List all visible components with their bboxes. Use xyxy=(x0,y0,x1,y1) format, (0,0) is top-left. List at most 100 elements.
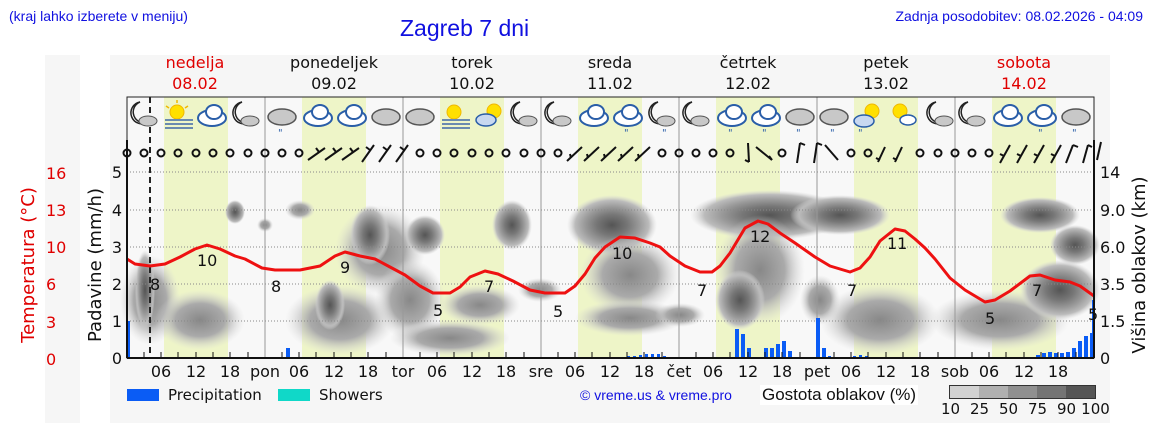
temperature-y-ticks: 16 13 10 6 3 0 xyxy=(46,164,66,369)
cloud-icon xyxy=(405,108,435,126)
sun-fog-icon xyxy=(165,100,193,129)
svg-text:7: 7 xyxy=(697,281,707,300)
x-tick-labels: 06 12 18 pon 06 12 18 tor 06 12 18 sre 0… xyxy=(151,362,1068,381)
temperature-axis-panel xyxy=(45,55,80,423)
temperature-line xyxy=(126,219,1095,304)
cloud-drizzle-icon: " xyxy=(267,108,297,139)
svg-text:7: 7 xyxy=(1032,281,1042,300)
svg-text:10: 10 xyxy=(46,238,66,257)
svg-text:18: 18 xyxy=(358,362,378,381)
svg-text:6.0: 6.0 xyxy=(1100,238,1125,257)
temperature-axis-label: Temperatura (°C) xyxy=(18,187,39,344)
day-header-0: nedelja 08.02 xyxy=(165,53,225,93)
svg-text:5: 5 xyxy=(985,309,995,328)
svg-text:0: 0 xyxy=(112,349,122,368)
svg-text:13: 13 xyxy=(46,201,66,220)
svg-text:": " xyxy=(830,128,835,139)
svg-text:9: 9 xyxy=(340,258,350,277)
legend-showers: Showers xyxy=(278,386,383,404)
svg-text:18: 18 xyxy=(634,362,654,381)
moon-cloud-icon xyxy=(926,101,954,127)
svg-text:": " xyxy=(662,128,667,139)
moon-cloud-drizzle-icon: " xyxy=(648,101,676,139)
svg-text:8: 8 xyxy=(271,277,281,296)
legend-precipitation: Precipitation xyxy=(127,386,262,404)
day-header-5: petek 13.02 xyxy=(863,53,909,93)
svg-text:7: 7 xyxy=(484,277,494,296)
svg-text:10: 10 xyxy=(197,251,217,270)
svg-text:5: 5 xyxy=(433,301,443,320)
x-ticks xyxy=(143,352,1077,358)
svg-text:pon: pon xyxy=(250,362,280,381)
cloud-drizzle-icon: " xyxy=(751,104,781,139)
day-header-3: sreda 11.02 xyxy=(587,53,633,93)
precipitation-swatch xyxy=(127,389,159,401)
svg-text:06: 06 xyxy=(841,362,861,381)
gridlines xyxy=(127,171,1094,322)
cloud-icon xyxy=(371,108,401,126)
svg-text:1.5: 1.5 xyxy=(1100,312,1125,331)
day-header-2: torek 10.02 xyxy=(449,53,495,93)
svg-text:12: 12 xyxy=(600,362,620,381)
cloud-drizzle-icon: " xyxy=(717,104,747,139)
cloud-icon xyxy=(303,104,333,127)
cloud-icon xyxy=(337,104,367,127)
copyright-link[interactable]: © vreme.us & vreme.pro xyxy=(580,387,732,403)
svg-text:18: 18 xyxy=(910,362,930,381)
svg-text:06: 06 xyxy=(427,362,447,381)
page-title: Zagreb 7 dni xyxy=(400,15,530,41)
moon-cloud-icon xyxy=(232,101,260,127)
svg-text:06: 06 xyxy=(565,362,585,381)
svg-text:11: 11 xyxy=(887,234,907,253)
svg-text:0: 0 xyxy=(1100,349,1110,368)
svg-text:12: 12 xyxy=(738,362,758,381)
moon-cloud-icon xyxy=(682,101,710,127)
cloud-icon xyxy=(579,104,609,127)
svg-text:čet: čet xyxy=(667,362,692,381)
cloud-density-scale-labels: 10 25 50 75 90 100 xyxy=(940,400,1110,418)
svg-text:12: 12 xyxy=(186,362,206,381)
svg-text:": " xyxy=(624,128,629,139)
day-separators xyxy=(264,97,956,358)
svg-text:06: 06 xyxy=(151,362,171,381)
cloud-density-title: Gostota oblakov (%) xyxy=(760,385,919,405)
day-header-4: četrtek 12.02 xyxy=(719,53,777,93)
svg-text:": " xyxy=(1072,128,1077,139)
svg-text:06: 06 xyxy=(703,362,723,381)
cloud-drizzle-icon: " xyxy=(613,104,643,139)
svg-text:8: 8 xyxy=(150,275,160,294)
svg-text:12: 12 xyxy=(324,362,344,381)
moon-cloud-icon xyxy=(958,101,986,127)
svg-text:3: 3 xyxy=(46,313,56,332)
svg-text:06: 06 xyxy=(289,362,309,381)
cloud-drizzle-icon: " xyxy=(785,108,815,139)
day-header-1: ponedeljek 09.02 xyxy=(290,53,378,93)
svg-text:7: 7 xyxy=(847,281,857,300)
precipitation-legend-label: Precipitation xyxy=(168,386,262,404)
svg-text:12: 12 xyxy=(1014,362,1034,381)
svg-text:12: 12 xyxy=(750,227,770,246)
sun-cloud-icon xyxy=(475,103,502,127)
sun-cloud-drizzle-icon: " xyxy=(853,103,880,139)
svg-text:6: 6 xyxy=(46,275,56,294)
moon-cloud-icon xyxy=(544,101,572,127)
cloud-height-axis-label: Višina oblakov (km) xyxy=(1129,176,1150,353)
svg-text:": " xyxy=(728,128,733,139)
svg-text:06: 06 xyxy=(979,362,999,381)
svg-text:5: 5 xyxy=(112,163,122,182)
weather-icons-row: " " " " " " " " " " xyxy=(130,100,1091,139)
cloud-density-scale xyxy=(949,385,1096,399)
wind-row xyxy=(122,141,1102,164)
svg-text:sob: sob xyxy=(941,362,969,381)
svg-text:12: 12 xyxy=(462,362,482,381)
svg-text:4: 4 xyxy=(112,201,122,220)
sun-fog-icon xyxy=(442,104,470,129)
cloud-drizzle-icon: " xyxy=(1027,104,1057,139)
svg-text:3.5: 3.5 xyxy=(1100,275,1125,294)
svg-text:": " xyxy=(796,128,801,139)
cloud-icon xyxy=(993,104,1023,127)
svg-text:sre: sre xyxy=(529,362,553,381)
svg-text:14: 14 xyxy=(1100,163,1120,182)
svg-text:": " xyxy=(278,128,283,139)
precip-axis-label: Padavine (mm/h) xyxy=(85,188,106,342)
